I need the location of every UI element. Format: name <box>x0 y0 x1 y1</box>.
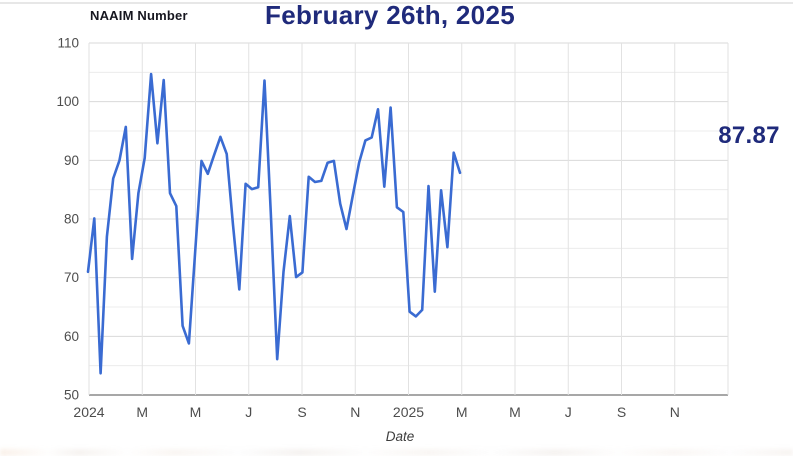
naaim-series-line <box>86 72 462 375</box>
bottom-edge-artifact <box>0 449 793 456</box>
series-label: NAAIM Number <box>90 8 188 23</box>
x-tick-label: J <box>245 404 252 420</box>
y-tick-label: 60 <box>64 329 79 344</box>
y-tick-label: 50 <box>64 388 79 403</box>
latest-value-label: 87.87 <box>718 122 780 149</box>
y-tick-label: 110 <box>57 36 79 51</box>
y-tick-label: 90 <box>64 153 79 168</box>
y-tick-label: 100 <box>56 94 79 109</box>
top-divider <box>0 2 793 4</box>
y-tick-label: 80 <box>64 212 79 227</box>
x-tick-label: 2025 <box>393 404 424 420</box>
x-tick-label: S <box>297 404 306 420</box>
x-tick-label: 2024 <box>73 404 104 420</box>
page-title: February 26th, 2025 <box>265 0 515 30</box>
x-tick-label: M <box>136 404 148 420</box>
y-tick-label: 70 <box>64 270 79 285</box>
x-tick-label: M <box>456 404 468 420</box>
x-tick-label: M <box>509 404 521 420</box>
x-tick-label: M <box>190 404 202 420</box>
x-tick-label: S <box>617 404 626 420</box>
x-axis-title: Date <box>385 429 415 444</box>
x-tick-label: N <box>670 404 680 420</box>
x-tick-label: J <box>565 404 572 420</box>
x-tick-label: N <box>350 404 360 420</box>
